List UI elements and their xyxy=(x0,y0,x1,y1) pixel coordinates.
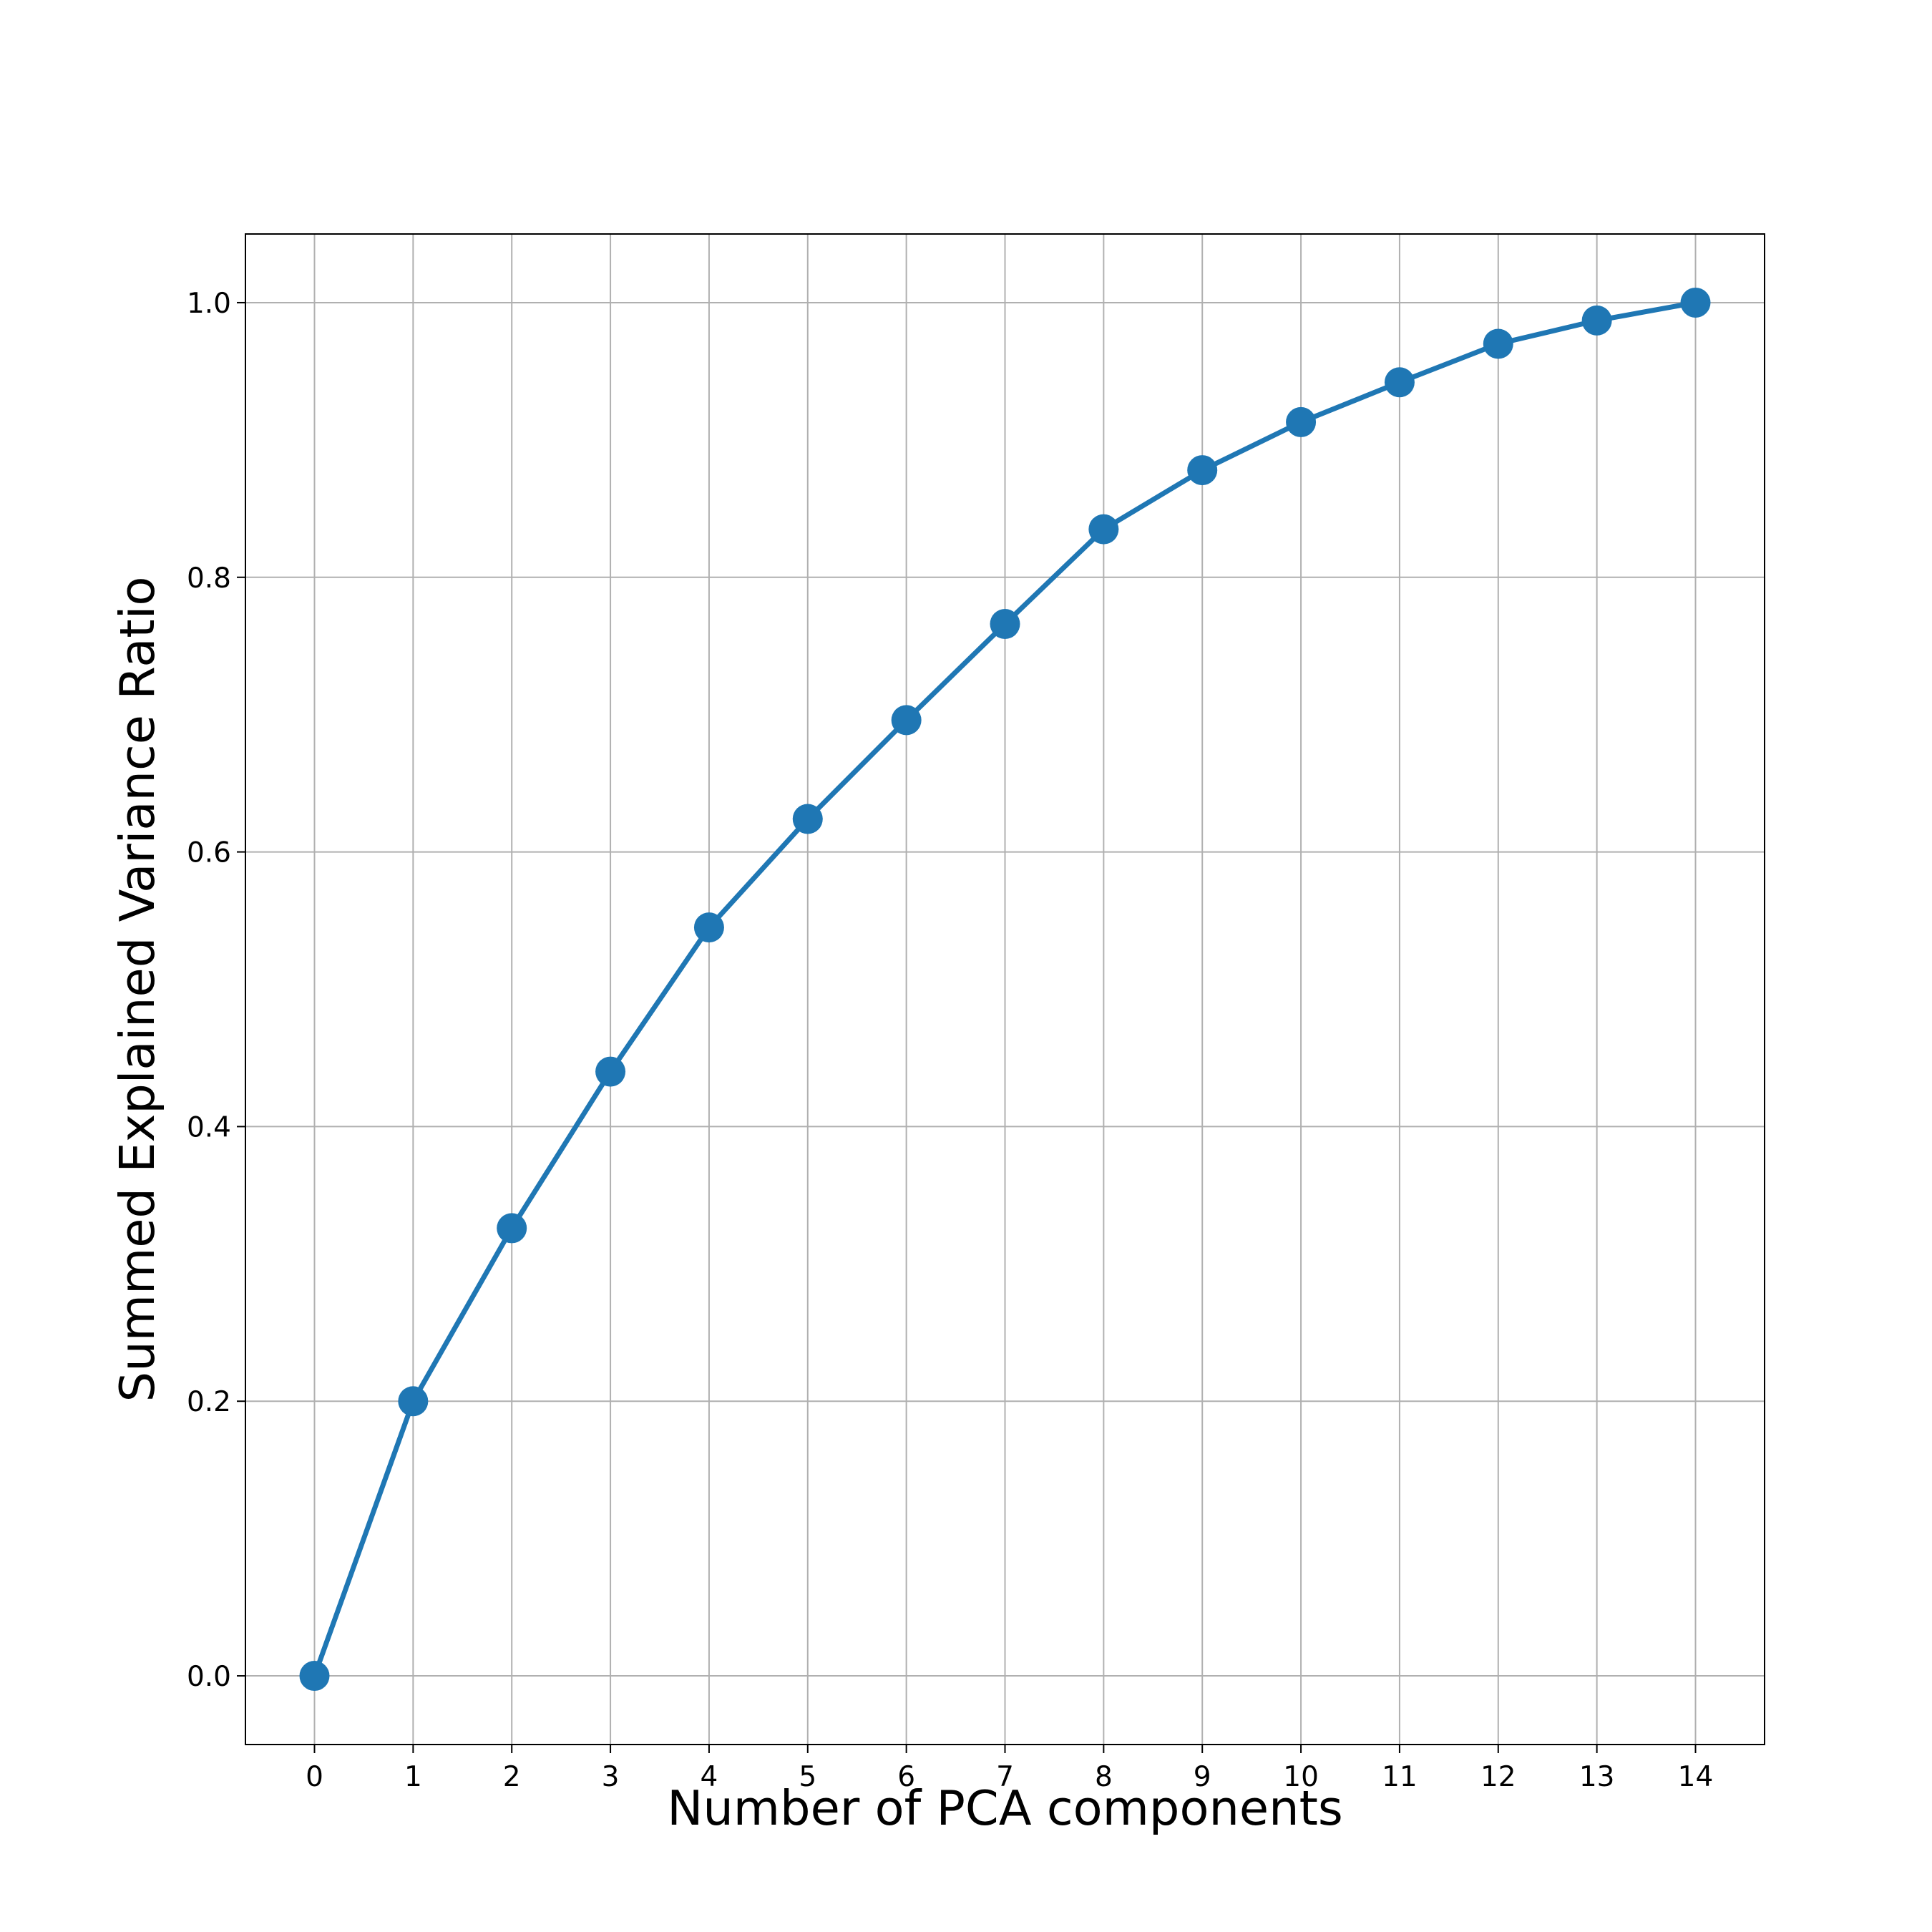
x-tick-label: 1 xyxy=(404,1761,422,1793)
x-tick-label: 13 xyxy=(1579,1761,1615,1793)
data-point xyxy=(497,1213,527,1244)
x-axis-ticks: 0 1 2 3 4 5 6 7 8 9 10 11 12 13 14 xyxy=(306,1745,1713,1793)
data-point xyxy=(1483,328,1513,359)
data-point xyxy=(1581,305,1612,336)
x-tick-label: 2 xyxy=(503,1761,521,1793)
y-tick-label: 0.4 xyxy=(187,1111,231,1143)
data-point xyxy=(398,1386,429,1417)
y-tick-label: 1.0 xyxy=(187,288,231,320)
data-point xyxy=(891,705,922,736)
grid xyxy=(245,234,1765,1745)
x-tick-label: 9 xyxy=(1194,1761,1211,1793)
x-tick-label: 14 xyxy=(1678,1761,1714,1793)
x-tick-label: 5 xyxy=(799,1761,816,1793)
data-point xyxy=(693,912,724,943)
y-tick-label: 0.2 xyxy=(187,1386,231,1418)
x-tick-label: 3 xyxy=(602,1761,620,1793)
data-point xyxy=(299,1661,330,1692)
x-tick-label: 10 xyxy=(1283,1761,1319,1793)
x-tick-label: 0 xyxy=(306,1761,323,1793)
data-point xyxy=(595,1056,626,1087)
x-tick-label: 11 xyxy=(1382,1761,1418,1793)
y-axis-label: Summed Explained Variance Ratio xyxy=(109,577,165,1402)
data-point xyxy=(1680,287,1711,318)
x-tick-label: 12 xyxy=(1480,1761,1516,1793)
x-tick-label: 4 xyxy=(701,1761,718,1793)
x-tick-label: 7 xyxy=(996,1761,1014,1793)
y-tick-label: 0.6 xyxy=(187,837,231,869)
x-tick-label: 6 xyxy=(897,1761,915,1793)
data-point xyxy=(1384,367,1415,398)
y-tick-label: 0.8 xyxy=(187,562,231,595)
y-axis-ticks: 0.0 0.2 0.4 0.6 0.8 1.0 xyxy=(187,288,245,1693)
data-point xyxy=(1088,514,1119,545)
data-point xyxy=(1187,455,1218,486)
y-tick-label: 0.0 xyxy=(187,1661,231,1693)
data-point xyxy=(1286,406,1317,437)
data-point xyxy=(990,609,1020,640)
x-axis-label: Number of PCA components xyxy=(667,1780,1343,1836)
x-tick-label: 8 xyxy=(1095,1761,1113,1793)
series-marker-layer xyxy=(299,287,1711,1692)
data-point xyxy=(792,804,823,834)
